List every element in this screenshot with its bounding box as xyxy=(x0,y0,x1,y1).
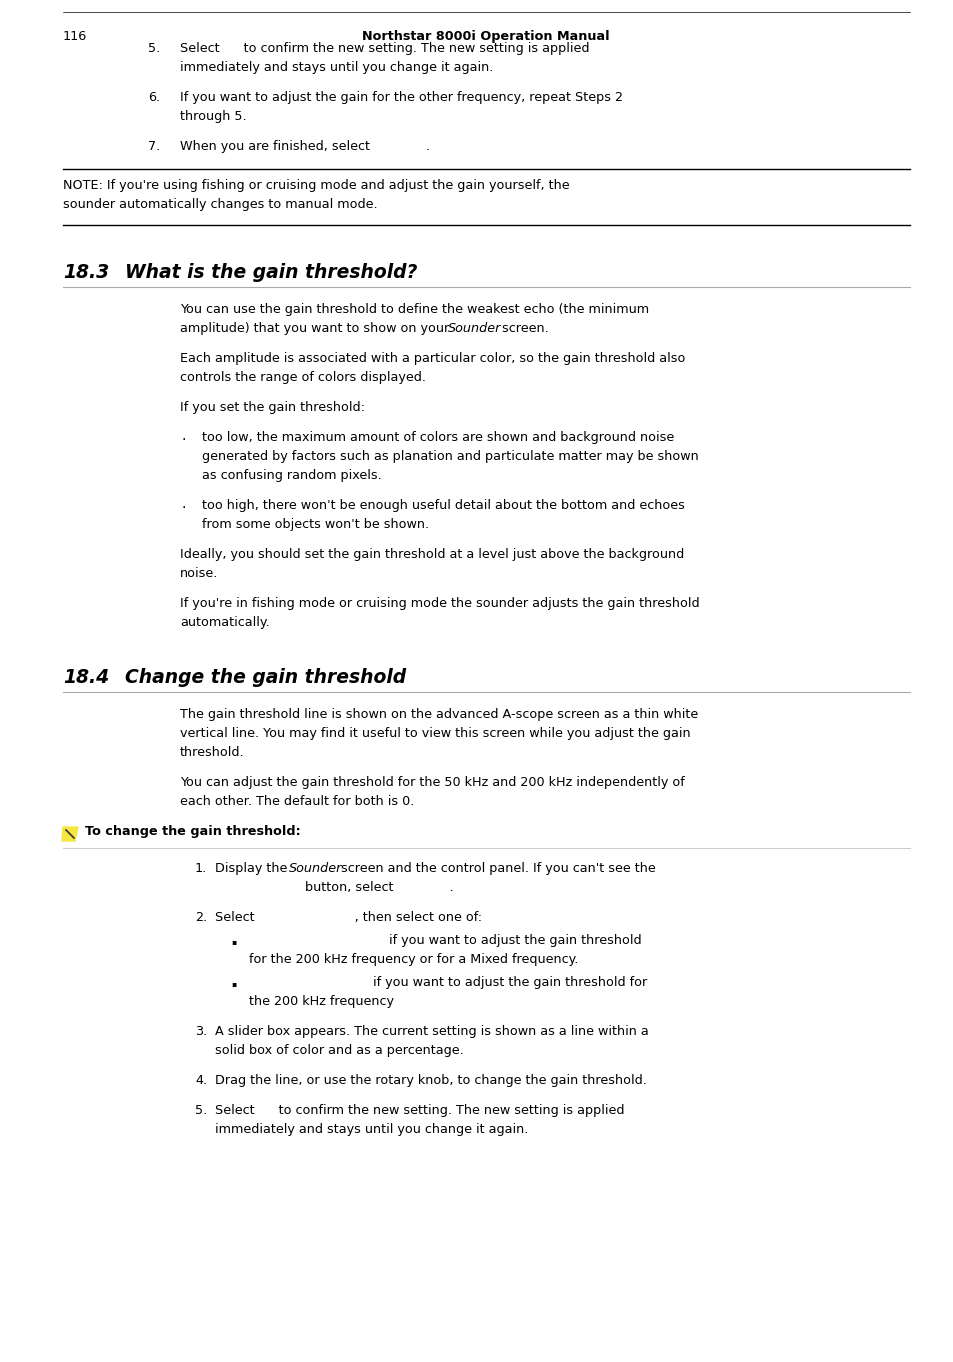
Text: 4.: 4. xyxy=(194,1075,207,1087)
Text: from some objects won't be shown.: from some objects won't be shown. xyxy=(202,518,429,531)
Text: ·: · xyxy=(182,501,186,515)
Text: the 200 kHz frequency: the 200 kHz frequency xyxy=(249,996,394,1008)
Text: Each amplitude is associated with a particular color, so the gain threshold also: Each amplitude is associated with a part… xyxy=(180,351,684,365)
Text: 2.: 2. xyxy=(194,911,207,923)
Text: 6.: 6. xyxy=(148,91,160,104)
Text: generated by factors such as planation and particulate matter may be shown: generated by factors such as planation a… xyxy=(202,449,698,463)
Text: 1.: 1. xyxy=(194,862,207,874)
Text: immediately and stays until you change it again.: immediately and stays until you change i… xyxy=(180,61,493,74)
Text: 7.: 7. xyxy=(148,140,160,153)
Text: threshold.: threshold. xyxy=(180,746,244,759)
Text: if you want to adjust the gain threshold for: if you want to adjust the gain threshold… xyxy=(249,977,646,989)
Text: ·: · xyxy=(182,433,186,447)
Text: Ideally, you should set the gain threshold at a level just above the background: Ideally, you should set the gain thresho… xyxy=(180,548,683,561)
Text: if you want to adjust the gain threshold: if you want to adjust the gain threshold xyxy=(249,934,641,947)
Text: 116: 116 xyxy=(63,30,87,44)
Text: Drag the line, or use the rotary knob, to change the gain threshold.: Drag the line, or use the rotary knob, t… xyxy=(214,1075,646,1087)
Text: noise.: noise. xyxy=(180,567,218,580)
Text: for the 200 kHz frequency or for a Mixed frequency.: for the 200 kHz frequency or for a Mixed… xyxy=(249,953,578,966)
Text: vertical line. You may find it useful to view this screen while you adjust the g: vertical line. You may find it useful to… xyxy=(180,727,690,740)
Text: 18.4: 18.4 xyxy=(63,667,109,686)
Text: ▪: ▪ xyxy=(231,937,236,947)
Text: If you want to adjust the gain for the other frequency, repeat Steps 2: If you want to adjust the gain for the o… xyxy=(180,91,622,104)
Text: Select      to confirm the new setting. The new setting is applied: Select to confirm the new setting. The n… xyxy=(180,42,589,54)
Text: A slider box appears. The current setting is shown as a line within a: A slider box appears. The current settin… xyxy=(214,1026,648,1038)
Text: NOTE: If you're using fishing or cruising mode and adjust the gain yourself, the: NOTE: If you're using fishing or cruisin… xyxy=(63,178,569,192)
Text: If you set the gain threshold:: If you set the gain threshold: xyxy=(180,400,365,414)
Text: What is the gain threshold?: What is the gain threshold? xyxy=(125,263,417,282)
Text: screen.: screen. xyxy=(497,321,548,335)
Text: You can adjust the gain threshold for the 50 kHz and 200 kHz independently of: You can adjust the gain threshold for th… xyxy=(180,776,684,789)
Text: If you're in fishing mode or cruising mode the sounder adjusts the gain threshol: If you're in fishing mode or cruising mo… xyxy=(180,597,699,610)
Text: 5.: 5. xyxy=(148,42,160,54)
Text: Sounder: Sounder xyxy=(289,862,342,874)
Text: Sounder: Sounder xyxy=(448,321,501,335)
Text: sounder automatically changes to manual mode.: sounder automatically changes to manual … xyxy=(63,197,377,211)
Text: screen and the control panel. If you can't see the: screen and the control panel. If you can… xyxy=(336,862,655,874)
Text: Change the gain threshold: Change the gain threshold xyxy=(125,667,406,686)
Text: each other. The default for both is 0.: each other. The default for both is 0. xyxy=(180,795,414,808)
Text: amplitude) that you want to show on your: amplitude) that you want to show on your xyxy=(180,321,453,335)
Text: ▪: ▪ xyxy=(231,979,236,987)
Text: Select      to confirm the new setting. The new setting is applied: Select to confirm the new setting. The n… xyxy=(214,1105,624,1117)
Text: controls the range of colors displayed.: controls the range of colors displayed. xyxy=(180,370,426,384)
Text: You can use the gain threshold to define the weakest echo (the minimum: You can use the gain threshold to define… xyxy=(180,302,648,316)
Text: too high, there won't be enough useful detail about the bottom and echoes: too high, there won't be enough useful d… xyxy=(202,498,684,512)
Text: Display the: Display the xyxy=(214,862,291,874)
Text: 5.: 5. xyxy=(194,1105,207,1117)
Text: To change the gain threshold:: To change the gain threshold: xyxy=(85,825,300,838)
Text: 3.: 3. xyxy=(194,1026,207,1038)
Text: Northstar 8000i Operation Manual: Northstar 8000i Operation Manual xyxy=(362,30,609,44)
Text: button, select              .: button, select . xyxy=(305,881,453,893)
Text: through 5.: through 5. xyxy=(180,110,247,123)
Text: When you are finished, select              .: When you are finished, select . xyxy=(180,140,430,153)
Text: immediately and stays until you change it again.: immediately and stays until you change i… xyxy=(214,1124,528,1136)
Text: 18.3: 18.3 xyxy=(63,263,109,282)
Text: The gain threshold line is shown on the advanced A-scope screen as a thin white: The gain threshold line is shown on the … xyxy=(180,708,698,720)
Text: as confusing random pixels.: as confusing random pixels. xyxy=(202,469,381,482)
Text: too low, the maximum amount of colors are shown and background noise: too low, the maximum amount of colors ar… xyxy=(202,430,674,444)
Text: solid box of color and as a percentage.: solid box of color and as a percentage. xyxy=(214,1045,463,1057)
Text: automatically.: automatically. xyxy=(180,616,270,629)
Text: Select                         , then select one of:: Select , then select one of: xyxy=(214,911,481,923)
Polygon shape xyxy=(62,827,78,840)
